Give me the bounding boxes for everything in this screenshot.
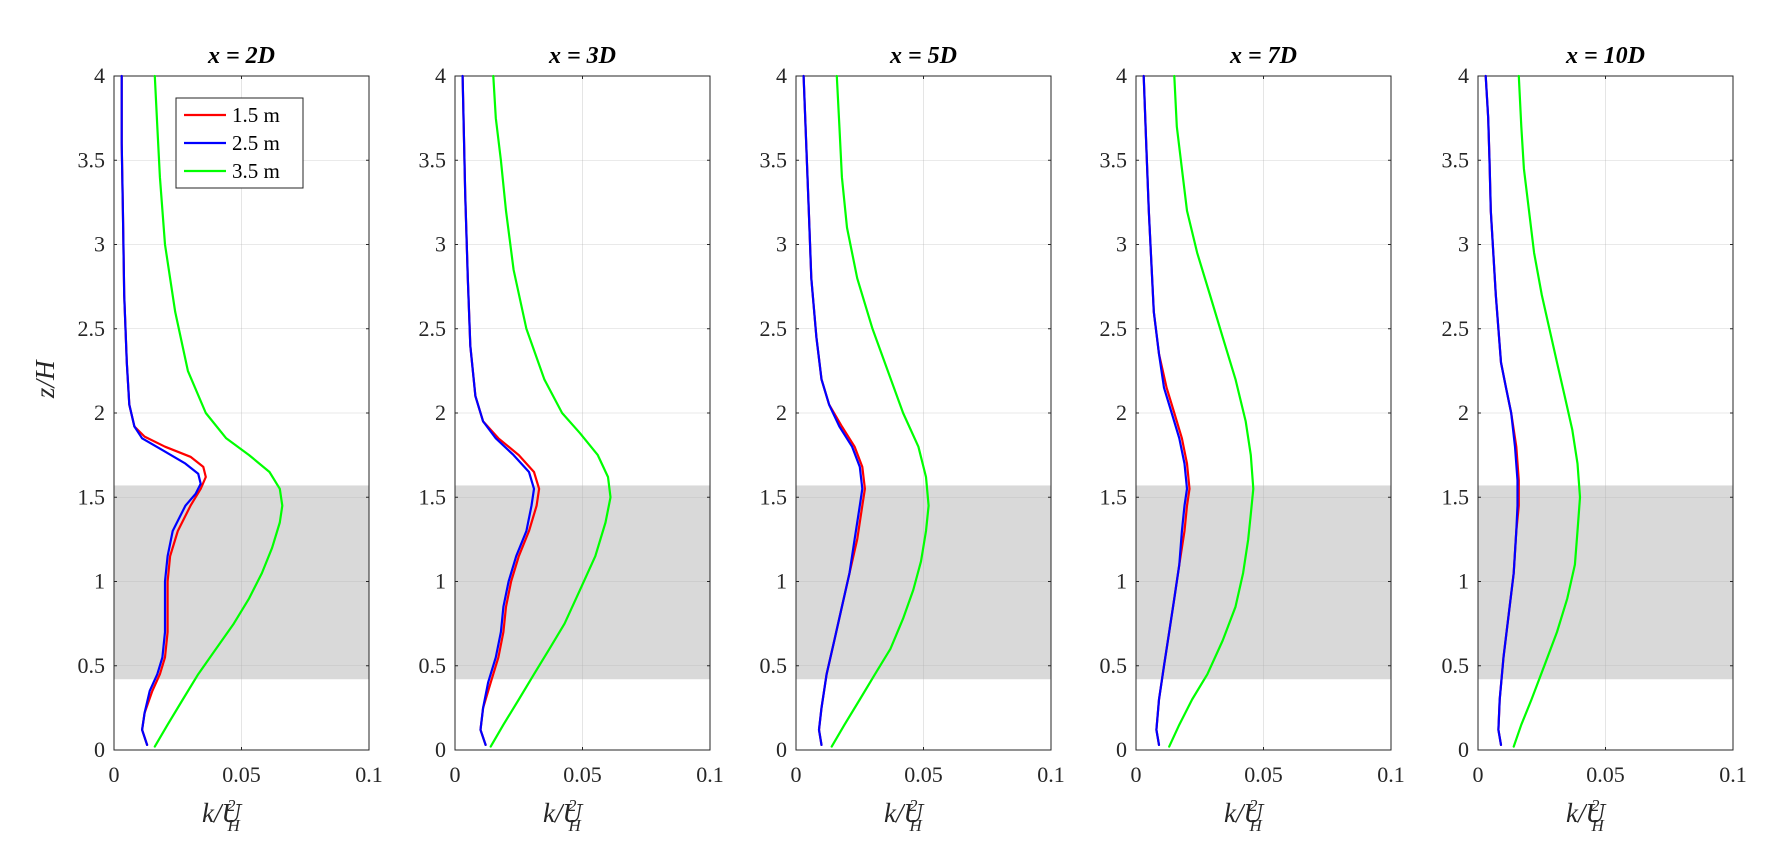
series-3-5-m xyxy=(1512,74,1582,748)
series-3-5-m xyxy=(830,74,930,748)
legend: 1.5 m 2.5 m 3.5 m xyxy=(175,97,304,189)
y-tick-label: 2 xyxy=(435,400,446,425)
x-axis-label: k/U2 H xyxy=(202,796,242,835)
y-tick-label: 1.5 xyxy=(419,484,447,509)
legend-label: 1.5 m xyxy=(232,103,280,127)
panel-5: 0 0.5 1 1.5 2 2.5 3 3.5 4 0 0.05 0.1 x = 10D k/U2 H xyxy=(1442,43,1747,835)
series-2-5-m xyxy=(461,74,536,747)
x-tick-label: 0 xyxy=(1473,762,1484,787)
x-tick-label: 0.1 xyxy=(696,762,724,787)
y-tick-label: 3 xyxy=(94,232,105,257)
y-tick-label: 2.5 xyxy=(1100,316,1128,341)
y-tick-label: 3.5 xyxy=(760,147,788,172)
y-tick-label: 4 xyxy=(1116,63,1127,88)
panel-3: 0 0.5 1 1.5 2 2.5 3 3.5 4 0 0.05 0.1 x = 5D k/U2 H xyxy=(760,43,1065,835)
x-axis-label: k/U2 H xyxy=(884,796,924,835)
panel-2: 0 0.5 1 1.5 2 2.5 3 3.5 4 0 0.05 0.1 x = 3D k/U2 H xyxy=(419,43,724,835)
y-tick-label: 2 xyxy=(1116,400,1127,425)
y-tick-label: 2.5 xyxy=(760,316,788,341)
panel-title: x = 2D xyxy=(207,43,275,69)
x-tick-label: 0.1 xyxy=(1719,762,1747,787)
series-2-5-m xyxy=(120,74,202,747)
y-tick-label: 3.5 xyxy=(78,147,106,172)
series-2-5-m xyxy=(802,74,864,747)
y-tick-label: 1 xyxy=(1116,569,1127,594)
y-tick-label: 3.5 xyxy=(1442,147,1470,172)
y-tick-label: 0.5 xyxy=(1442,653,1470,678)
y-tick-label: 1 xyxy=(94,569,105,594)
x-tick-label: 0.1 xyxy=(1377,762,1405,787)
legend-label: 3.5 m xyxy=(232,159,280,183)
y-tick-label: 1.5 xyxy=(760,484,788,509)
series-2-5-m xyxy=(1142,74,1189,747)
y-tick-label: 4 xyxy=(435,63,446,88)
y-tick-label: 3 xyxy=(776,232,787,257)
x-axis-label: k/U2 H xyxy=(1566,796,1606,835)
y-tick-label: 3 xyxy=(435,232,446,257)
y-tick-label: 2.5 xyxy=(1442,316,1470,341)
y-tick-label: 0 xyxy=(776,737,787,762)
x-tick-label: 0.05 xyxy=(222,762,261,787)
series-3-5-m xyxy=(489,74,612,748)
y-tick-label: 3.5 xyxy=(1100,147,1128,172)
y-tick-label: 1 xyxy=(776,569,787,594)
y-tick-label: 4 xyxy=(94,63,105,88)
y-tick-label: 0.5 xyxy=(78,653,106,678)
y-tick-label: 0 xyxy=(1458,737,1469,762)
x-axis-label: k/U2 H xyxy=(543,796,583,835)
y-tick-label: 1.5 xyxy=(1442,484,1470,509)
series-2-5-m xyxy=(1484,74,1519,747)
x-axis-label: k/U2 H xyxy=(1224,796,1264,835)
panel-4: 0 0.5 1 1.5 2 2.5 3 3.5 4 0 0.05 0.1 x = 7D k/U2 H xyxy=(1100,43,1405,835)
y-tick-label: 2 xyxy=(1458,400,1469,425)
x-tick-label: 0.05 xyxy=(1244,762,1283,787)
x-tick-label: 0 xyxy=(1131,762,1142,787)
x-tick-label: 0 xyxy=(109,762,120,787)
x-tick-label: 0.05 xyxy=(904,762,943,787)
y-tick-label: 2 xyxy=(776,400,787,425)
y-tick-label: 4 xyxy=(776,63,787,88)
x-tick-label: 0 xyxy=(791,762,802,787)
series-3-5-m xyxy=(153,74,284,748)
x-tick-label: 0.05 xyxy=(1586,762,1625,787)
panel-title: x = 7D xyxy=(1229,43,1297,69)
y-tick-label: 0 xyxy=(1116,737,1127,762)
panel-title: x = 3D xyxy=(548,43,616,69)
panel-title: x = 10D xyxy=(1565,43,1645,69)
y-tick-label: 1.5 xyxy=(78,484,106,509)
y-tick-label: 1 xyxy=(1458,569,1469,594)
y-tick-label: 1.5 xyxy=(1100,484,1128,509)
y-tick-label: 1 xyxy=(435,569,446,594)
panel-title: x = 5D xyxy=(889,43,957,69)
x-tick-label: 0 xyxy=(450,762,461,787)
y-tick-label: 3 xyxy=(1116,232,1127,257)
series-3-5-m xyxy=(1168,74,1255,748)
x-tick-label: 0.1 xyxy=(355,762,383,787)
x-tick-label: 0.1 xyxy=(1037,762,1065,787)
y-tick-label: 2.5 xyxy=(419,316,447,341)
x-tick-label: 0.05 xyxy=(563,762,602,787)
y-tick-label: 0 xyxy=(435,737,446,762)
y-tick-label: 3.5 xyxy=(419,147,447,172)
y-tick-label: 0 xyxy=(94,737,105,762)
legend-label: 2.5 m xyxy=(232,131,280,155)
panel-1: 0 0.5 1 1.5 2 2.5 3 3.5 4 0 0.05 0.1 x = 2D k/U2 H z/H 1… xyxy=(30,43,383,835)
y-tick-label: 0.5 xyxy=(1100,653,1128,678)
y-tick-label: 3 xyxy=(1458,232,1469,257)
y-tick-label: 2 xyxy=(94,400,105,425)
y-axis-label: z/H xyxy=(30,359,60,399)
y-tick-label: 0.5 xyxy=(419,653,447,678)
y-tick-label: 0.5 xyxy=(760,653,788,678)
y-tick-label: 2.5 xyxy=(78,316,106,341)
y-tick-label: 4 xyxy=(1458,63,1469,88)
